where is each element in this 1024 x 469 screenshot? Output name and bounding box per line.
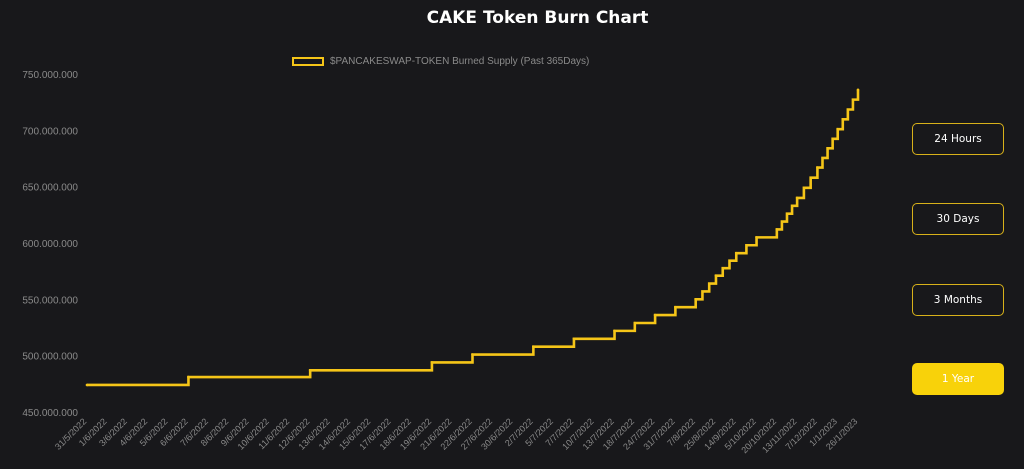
- data-point: [694, 298, 697, 301]
- data-point: [816, 166, 819, 169]
- legend-swatch: [292, 56, 324, 66]
- data-point: [85, 383, 89, 387]
- range-button-30-days[interactable]: 30 Days: [912, 203, 1004, 235]
- data-point: [187, 375, 190, 379]
- data-point: [430, 361, 434, 364]
- x-axis: 31/5/20221/6/20223/6/20224/6/20225/6/202…: [53, 416, 859, 455]
- y-tick-label: 500.000.000: [22, 352, 78, 363]
- data-point: [471, 353, 474, 356]
- y-tick-label: 450.000.000: [22, 408, 78, 419]
- range-button-1-year[interactable]: 1 Year: [912, 363, 1004, 395]
- data-point: [775, 228, 779, 231]
- range-button-24-hours[interactable]: 24 Hours: [912, 123, 1004, 155]
- data-point: [734, 251, 738, 255]
- data-point: [755, 236, 758, 239]
- series-line: [87, 89, 860, 387]
- chart-title: CAKE Token Burn Chart: [426, 8, 649, 28]
- data-point: [633, 321, 637, 325]
- legend-label: $PANCAKESWAP-TOKEN Burned Supply (Past 3…: [330, 55, 590, 67]
- legend[interactable]: $PANCAKESWAP-TOKEN Burned Supply (Past 3…: [292, 54, 589, 68]
- y-axis: 450.000.000 500.000.000 550.000.000 600.000…: [22, 70, 78, 419]
- series-layer: [85, 88, 860, 387]
- y-tick-label: 600.000.000: [22, 239, 78, 250]
- data-point: [532, 345, 535, 348]
- data-point: [714, 274, 718, 277]
- data-point: [572, 337, 576, 341]
- range-button-3-months[interactable]: 3 Months: [912, 284, 1004, 316]
- data-point: [308, 369, 312, 372]
- y-tick-label: 550.000.000: [22, 295, 78, 306]
- y-tick-label: 750.000.000: [22, 70, 78, 81]
- data-point: [836, 127, 840, 131]
- y-tick-label: 700.000.000: [22, 126, 78, 137]
- data-point: [674, 305, 677, 309]
- data-point: [795, 196, 799, 200]
- y-tick-label: 650.000.000: [22, 183, 78, 194]
- data-point: [856, 88, 860, 92]
- data-point: [613, 329, 616, 333]
- data-point: [653, 313, 657, 317]
